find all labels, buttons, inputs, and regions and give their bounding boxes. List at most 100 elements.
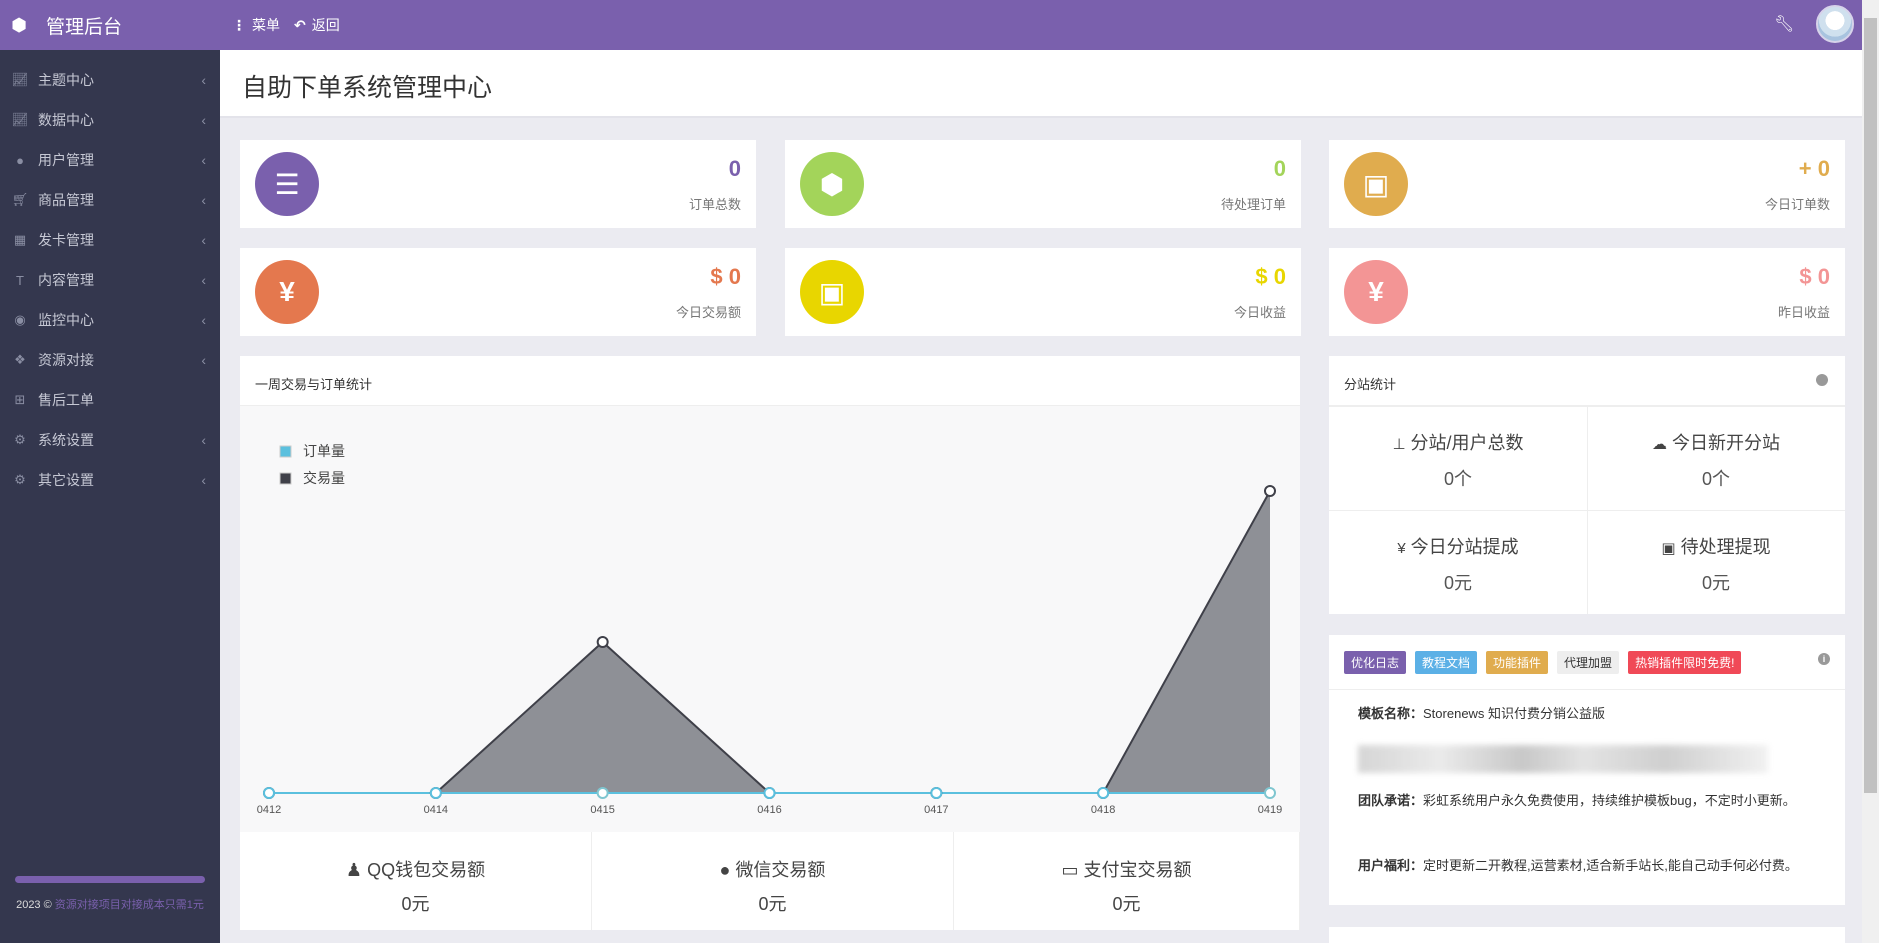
cubes-icon: ❖ — [14, 352, 26, 367]
stat-value: 0 — [1273, 156, 1286, 181]
data-point — [596, 787, 609, 799]
wrench-icon[interactable]: 🔧︎ — [1774, 16, 1795, 33]
branch-stat: ¥ 今日分站提成 0元 — [1329, 510, 1587, 614]
footer-link[interactable]: 资源对接项目对接成本只需1元 — [54, 899, 204, 911]
payment-value: 0元 — [758, 894, 787, 914]
stat-label: 今日收益 — [1233, 305, 1286, 320]
avatar[interactable] — [1816, 5, 1854, 43]
chart-line-icon: 📈︎ — [11, 72, 29, 87]
chevron-left-icon: ‹ — [201, 352, 206, 368]
info-icon[interactable]: i — [1818, 653, 1830, 665]
weekly-chart-title: 一周交易与订单统计 — [240, 356, 1300, 406]
sidebar-item-5[interactable]: ▦ 发卡管理 ‹ — [0, 220, 220, 260]
scrollbar[interactable] — [1862, 0, 1879, 943]
top-bar: ⬢ 管理后台 ⋮ 菜单 ↶ 返回 🔧︎ — [0, 0, 1862, 50]
stat-value: $ 0 — [710, 264, 741, 289]
sidebar-item-4[interactable]: 🛒︎ 商品管理 ‹ — [0, 180, 220, 220]
payment-value: 0元 — [1112, 894, 1141, 914]
stat-label: 今日交易额 — [675, 305, 741, 320]
briefcase-icon: ▣ — [1344, 152, 1408, 216]
brand-title: 管理后台 — [46, 16, 123, 38]
wechat-icon: ● — [719, 860, 731, 880]
sidebar: 2023 © 资源对接项目对接成本只需1元 📈︎ 主题中心 ‹ 📈︎ 数据中心 ‹ ● 用户管… — [0, 50, 220, 943]
x-tick-label: 0418 — [1091, 804, 1115, 816]
badge-button[interactable]: 代理加盟 — [1557, 651, 1620, 674]
payment-value: 0元 — [401, 894, 430, 914]
data-point — [930, 787, 943, 799]
badge-button[interactable]: 功能插件 — [1486, 651, 1549, 674]
legend-swatch — [279, 472, 292, 485]
badge-button[interactable]: 教程文档 — [1415, 651, 1478, 674]
series-line — [269, 490, 1271, 794]
ordered-list-icon: ☰ — [255, 152, 319, 216]
sidebar-item-label: 内容管理 — [38, 272, 94, 288]
gear-icon: ⚙ — [14, 432, 26, 447]
branch-stat-value: 0元 — [1443, 573, 1472, 593]
template-name: 模板名称：Storenews 知识付费分销公益版 — [1358, 706, 1606, 721]
sidebar-item-label: 用户管理 — [38, 152, 94, 168]
branch-stat-value: 0个 — [1701, 469, 1730, 489]
data-point — [263, 787, 275, 799]
stat-card: ▣ $ 0 今日收益 — [785, 248, 1301, 336]
branch-stat-label: 待处理提现 — [1680, 537, 1771, 557]
title-bar: 自助下单系统管理中心 — [220, 50, 1862, 118]
chevron-left-icon: ‹ — [201, 472, 206, 488]
stat-card: ¥ $ 0 今日交易额 — [240, 248, 756, 336]
stat-label: 待处理订单 — [1220, 197, 1286, 212]
cube-icon: ⬢ — [11, 14, 27, 35]
stat-value: $ 0 — [1255, 264, 1286, 289]
qq-icon: ♟ — [345, 860, 363, 880]
vertical-dots-icon: ⋮ — [232, 16, 246, 33]
back-button[interactable]: ↶ 返回 — [294, 15, 340, 35]
branch-stat: ⊥ 分站/用户总数 0个 — [1329, 406, 1587, 510]
stat-card: ⬢ 0 待处理订单 — [785, 140, 1301, 228]
stat-value: 0 — [728, 156, 741, 181]
payment-label: QQ钱包交易额 — [367, 860, 486, 880]
legend-label: 订单量 — [303, 443, 345, 459]
credit-card-icon: ▭ — [1061, 860, 1079, 880]
sidebar-item-9[interactable]: ⊞ 售后工单 — [0, 380, 220, 420]
yen-icon: ¥ — [1397, 540, 1406, 557]
sidebar-item-2[interactable]: 📈︎ 数据中心 ‹ — [0, 100, 220, 140]
payment-label: 支付宝交易额 — [1083, 860, 1192, 880]
chevron-left-icon: ‹ — [201, 432, 206, 448]
team-promise: 团队承诺：彩虹系统用户永久免费使用，持续维护模板bug，不定时小更新。 — [1358, 793, 1796, 808]
data-point — [763, 787, 776, 799]
sidebar-item-11[interactable]: ⚙ 其它设置 ‹ — [0, 460, 220, 500]
sidebar-item-10[interactable]: ⚙ 系统设置 ‹ — [0, 420, 220, 460]
weekly-chart-card: 一周交易与订单统计 0412 0414 0415 0416 0417 0418 0419 订单… — [240, 356, 1300, 930]
legend-swatch — [279, 445, 292, 458]
sidebar-item-7[interactable]: ◉ 监控中心 ‹ — [0, 300, 220, 340]
badge-button[interactable]: 优化日志 — [1344, 651, 1407, 674]
legend-label: 交易量 — [303, 470, 345, 486]
yen-icon: ¥ — [255, 260, 319, 324]
sidebar-item-8[interactable]: ❖ 资源对接 ‹ — [0, 340, 220, 380]
sidebar-footer: 2023 © 资源对接项目对接成本只需1元 — [10, 896, 210, 915]
sidebar-item-6[interactable]: T 内容管理 ‹ — [0, 260, 220, 300]
chart-line-icon: 📈︎ — [11, 112, 29, 127]
scrollbar-thumb[interactable] — [1864, 18, 1877, 793]
brand[interactable]: ⬢ 管理后台 — [8, 0, 122, 50]
copyright: 2023 © — [16, 899, 52, 911]
branch-stat-label: 今日新开分站 — [1672, 433, 1780, 453]
stat-card: ☰ 0 订单总数 — [240, 140, 756, 228]
sidebar-item-label: 发卡管理 — [38, 232, 94, 248]
sidebar-item-label: 资源对接 — [38, 352, 94, 368]
stat-value: + 0 — [1798, 156, 1830, 181]
stat-card: ¥ $ 0 昨日收益 — [1329, 248, 1845, 336]
sidebar-item-label: 其它设置 — [38, 472, 94, 488]
sidebar-item-1[interactable]: 📈︎ 主题中心 ‹ — [0, 60, 220, 100]
x-tick-label: 0412 — [257, 804, 281, 816]
branch-stats-title: 分站统计 — [1329, 356, 1845, 406]
sidebar-item-label: 商品管理 — [38, 192, 94, 208]
sidebar-item-3[interactable]: ● 用户管理 ‹ — [0, 140, 220, 180]
stat-label: 今日订单数 — [1764, 197, 1830, 212]
chevron-left-icon: ‹ — [201, 232, 206, 248]
sidebar-item-label: 售后工单 — [38, 392, 94, 408]
chevron-left-icon: ‹ — [201, 152, 206, 168]
stat-card: ▣ + 0 今日订单数 — [1329, 140, 1845, 228]
badge-button[interactable]: 热销插件限时免费! — [1628, 651, 1742, 674]
series-area — [269, 491, 1270, 793]
menu-button[interactable]: ⋮ 菜单 — [232, 15, 280, 35]
user-benefit: 用户福利：定时更新二开教程,运营素材,适合新手站长,能自己动手何必付费。 — [1358, 858, 1798, 873]
